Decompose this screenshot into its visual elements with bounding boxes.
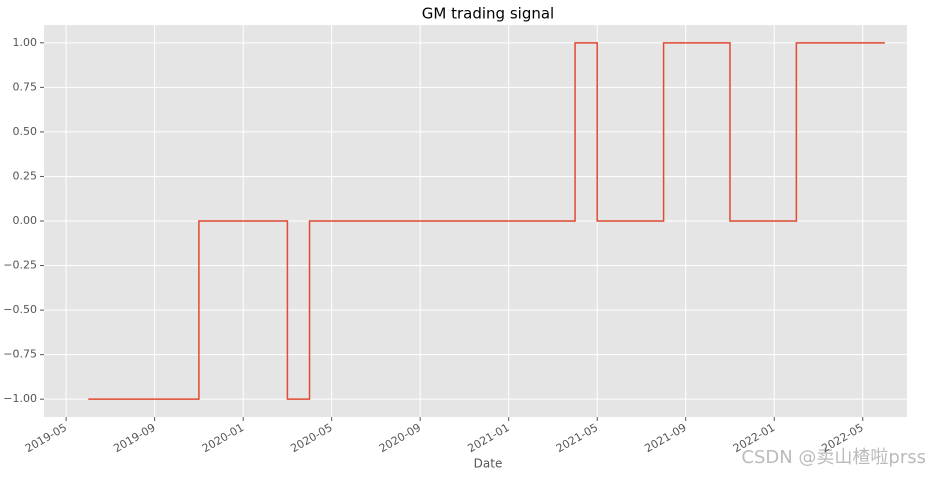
- x-tick-label: 2021-05: [554, 421, 600, 455]
- x-tick-label: 2020-01: [200, 421, 246, 455]
- x-tick-label: 2020-09: [377, 421, 423, 455]
- signal-line: [88, 42, 885, 400]
- y-tick-label: −0.75: [3, 348, 37, 361]
- x-tick-label: 2021-01: [465, 421, 511, 455]
- chart-title: GM trading signal: [422, 5, 554, 23]
- y-tick-label: 1.00: [13, 36, 38, 49]
- x-tick-label: 2019-09: [111, 421, 157, 455]
- watermark: CSDN @卖山楂啦prss: [741, 447, 926, 468]
- x-tick-label: 2020-05: [288, 421, 334, 455]
- y-tick-label: 0.75: [13, 80, 38, 93]
- y-tick-label: 0.50: [13, 125, 38, 138]
- y-tick-label: 0.00: [13, 214, 38, 227]
- x-tick-label: 2019-05: [23, 421, 69, 455]
- x-axis-label: Date: [474, 457, 503, 471]
- y-tick-label: −0.25: [3, 259, 37, 272]
- y-tick-label: −0.50: [3, 303, 37, 316]
- y-tick-label: −1.00: [3, 392, 37, 405]
- x-tick-label: 2021-09: [642, 421, 688, 455]
- y-tick-label: 0.25: [13, 169, 38, 182]
